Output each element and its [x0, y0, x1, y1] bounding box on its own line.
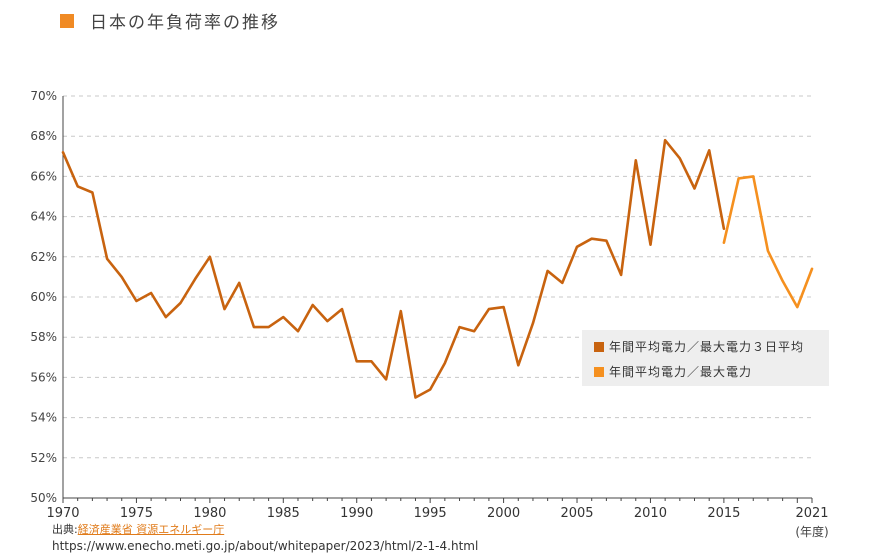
y-tick-label: 54%: [30, 411, 57, 425]
x-tick-label: 1975: [120, 506, 153, 521]
chart-header: 日本の年負荷率の推移: [60, 8, 280, 33]
x-tick-label: 2010: [634, 506, 667, 521]
x-tick-label: 1970: [46, 506, 79, 521]
y-tick-label: 56%: [30, 370, 57, 384]
x-tick-label: 2015: [707, 506, 740, 521]
series-lines: [61, 138, 814, 399]
source-prefix: 出典:: [52, 523, 78, 536]
x-tick-labels: 1970 1975 1980 1985 1990 1995 2000 2005 2010 2015…: [46, 506, 828, 539]
y-tick-label: 66%: [30, 169, 57, 183]
x-tick-label: 2000: [487, 506, 520, 521]
source-line: 出典:経済産業省 資源エネルギー庁: [52, 521, 224, 537]
legend-box: [582, 330, 829, 386]
x-tick-label: 1980: [193, 506, 226, 521]
y-tick-labels: 50% 52% 54% 56% 58% 60% 62% 64% 66% 68% 70%: [30, 89, 57, 505]
x-tick-label: 1985: [267, 506, 300, 521]
legend-swatch: [594, 367, 604, 377]
x-tick-label: 1995: [414, 506, 447, 521]
legend-swatch: [594, 342, 604, 352]
source-link[interactable]: 経済産業省 資源エネルギー庁: [77, 523, 225, 536]
series-line-1: [61, 138, 726, 399]
y-tick-label: 64%: [30, 210, 57, 224]
x-tick-label: 2021: [795, 506, 828, 521]
legend-label: 年間平均電力／最大電力３日平均: [609, 340, 804, 354]
source-url[interactable]: https://www.enecho.meti.go.jp/about/whit…: [52, 539, 479, 553]
y-tick-label: 58%: [30, 330, 57, 344]
y-tick-label: 68%: [30, 129, 57, 143]
y-tick-label: 52%: [30, 451, 57, 465]
gridlines: [63, 95, 812, 459]
title-marker-square: [60, 13, 74, 28]
x-axis-label: (年度): [795, 524, 828, 539]
y-tick-label: 50%: [30, 491, 57, 505]
axes: [62, 96, 813, 503]
y-tick-label: 70%: [30, 89, 57, 103]
y-tick-label: 60%: [30, 290, 57, 304]
y-tick-label: 62%: [30, 250, 57, 264]
x-tick-label: 2005: [560, 506, 593, 521]
chart-title: 日本の年負荷率の推移: [90, 13, 280, 33]
series-line-2: [722, 175, 814, 309]
x-tick-label: 1990: [340, 506, 373, 521]
legend-label: 年間平均電力／最大電力: [609, 365, 752, 379]
